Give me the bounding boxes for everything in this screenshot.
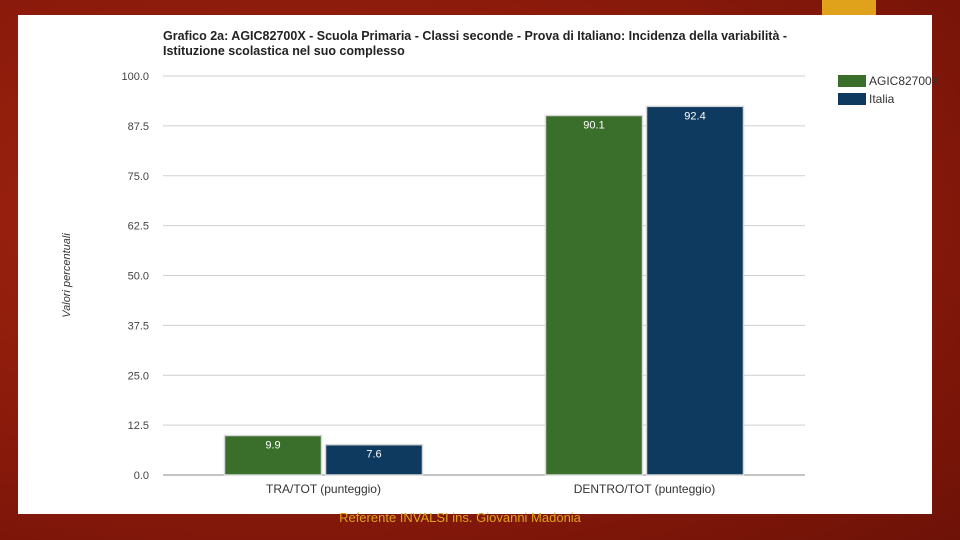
y-tick-label: 50.0 (128, 271, 149, 283)
bar-agic-0 (223, 434, 323, 476)
y-tick-label: 87.5 (128, 121, 149, 133)
footer-credit: Referente INVALSI ins. Giovanni Madonia (339, 510, 581, 525)
bar-chart: 0.0 12.5 25.0 37.5 50.0 62.5 75.0 87.5 100.0 Valo… (61, 71, 805, 496)
chart-panel: Grafico 2a: AGIC82700X - Scuola Primaria… (18, 15, 940, 514)
y-tick-label: 12.5 (128, 420, 149, 432)
legend-swatch-italia (838, 93, 866, 105)
bar-agic-1 (544, 114, 644, 476)
bar-italia-1 (645, 105, 745, 476)
legend-label-italia: Italia (869, 92, 895, 106)
y-tick-label: 100.0 (121, 71, 149, 83)
bar-value-label: 92.4 (684, 110, 705, 122)
legend-label-agic: AGIC82700X (869, 74, 940, 88)
x-category-label: TRA/TOT (punteggio) (266, 482, 381, 496)
legend-swatch-agic (838, 75, 866, 87)
bar-value-label: 90.1 (583, 120, 604, 132)
decorative-accent-bar (822, 0, 876, 16)
y-axis-label: Valori percentuali (61, 233, 73, 318)
y-tick-label: 62.5 (128, 221, 149, 233)
chart-title: Grafico 2a: AGIC82700X - Scuola Primaria… (163, 29, 788, 58)
bar-italia-0 (324, 443, 424, 476)
y-tick-label: 0.0 (134, 470, 149, 482)
y-tick-label: 25.0 (128, 370, 149, 382)
y-tick-label: 75.0 (128, 171, 149, 183)
x-category-label: DENTRO/TOT (punteggio) (574, 482, 716, 496)
bar-value-label: 7.6 (366, 449, 381, 461)
y-tick-label: 37.5 (128, 320, 149, 332)
bar-value-label: 9.9 (265, 439, 280, 451)
